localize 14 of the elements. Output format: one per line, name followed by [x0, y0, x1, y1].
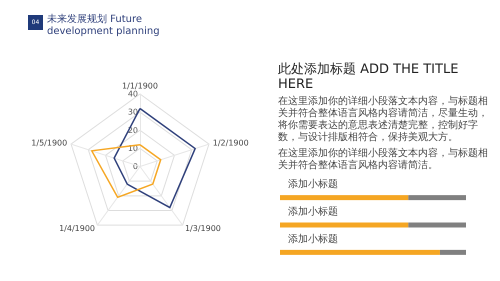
spoke-label: 1/2/1900 — [212, 138, 249, 148]
spoke-label: 1/3/1900 — [184, 224, 221, 233]
spoke-label: 1/5/1900 — [31, 138, 68, 148]
spoke-label: 1/4/1900 — [59, 224, 96, 233]
y-tick-label: 40 — [128, 90, 138, 98]
y-tick-label: 30 — [128, 108, 138, 117]
y-tick-label: 添加小标题 — [288, 232, 338, 245]
chart-title: 此处添加标题 ADD THE TITLE HERE — [278, 62, 460, 92]
annotation: 在这里添加你的详细小段落文本内容，与标题相关并符合整体语言风格内容请简洁。 — [278, 148, 488, 172]
spoke-label: 1/1/1900 — [122, 82, 158, 90]
text: 在这里添加你的详细小段落文本内容，与标题相关并符合整体语言风格内容请简洁，尽量生动，将你需要表达的意思表述清楚完整，控制好字数，与设计排版相符合，保持美观大方。 — [278, 96, 488, 144]
chart-title: 未来发展规划 Future development planning — [47, 14, 161, 38]
y-tick-label: 添加小标题 — [288, 206, 338, 218]
y-tick-label: 添加小标题 — [288, 178, 338, 190]
